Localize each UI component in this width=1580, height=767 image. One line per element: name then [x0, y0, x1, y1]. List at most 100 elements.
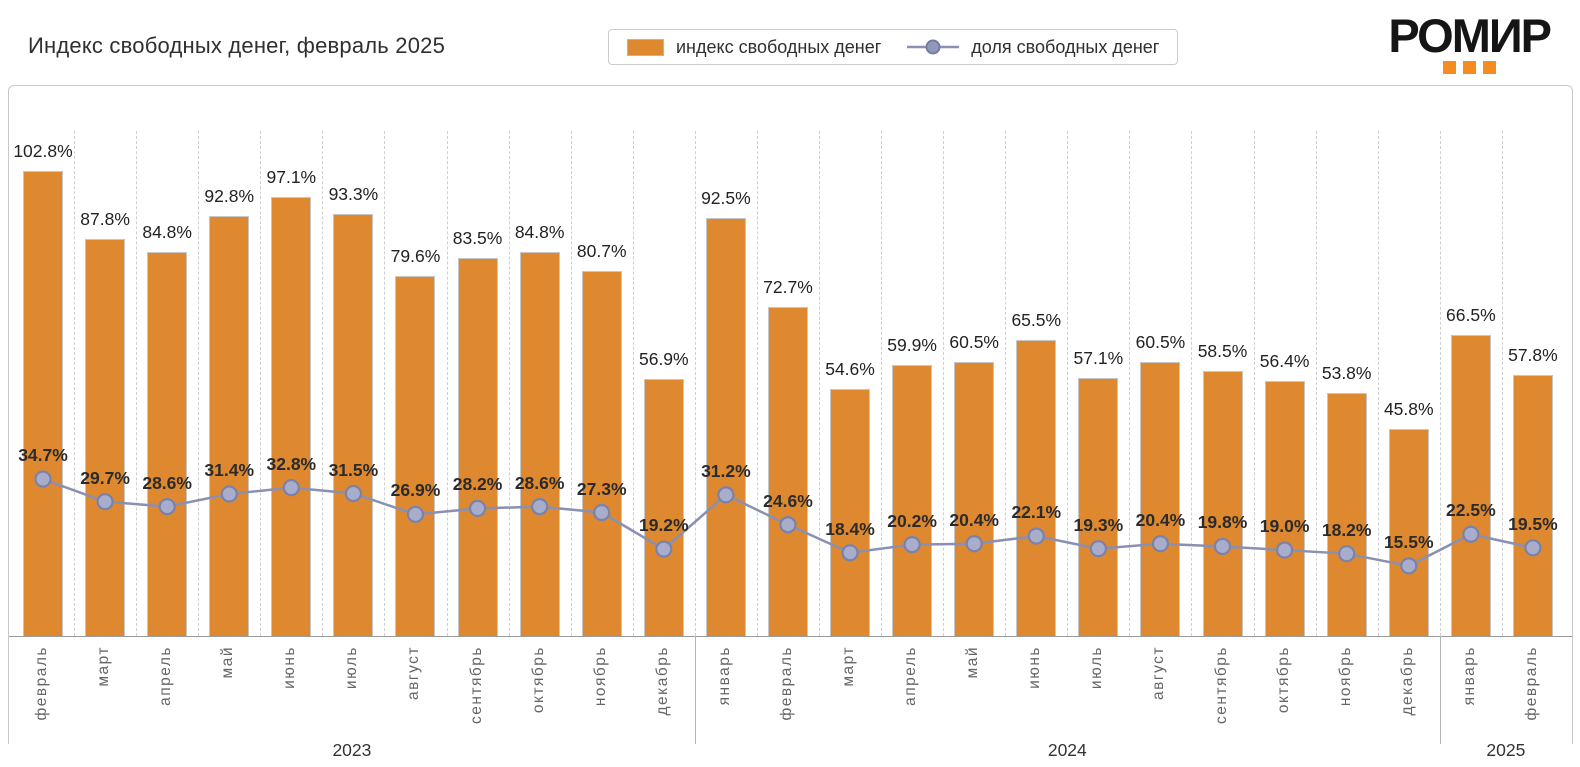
- year-label: 2023: [332, 740, 372, 760]
- bar: [457, 258, 498, 636]
- grid-line: [943, 131, 945, 636]
- bar: [1202, 371, 1243, 636]
- grid-line: [136, 131, 138, 636]
- year-separator: [694, 636, 696, 744]
- month-tick-label: март: [95, 646, 113, 687]
- grid-line: [74, 131, 76, 636]
- month-tick-label: ноябрь: [1336, 646, 1354, 707]
- month-tick-label: ноябрь: [591, 646, 609, 707]
- grid-line: [756, 131, 758, 636]
- bar-value-label: 72.7%: [763, 277, 813, 298]
- line-value-label: 18.2%: [1321, 519, 1372, 540]
- line-value-label: 19.5%: [1508, 513, 1558, 534]
- bar: [209, 216, 250, 636]
- grid-line: [1501, 131, 1503, 636]
- grid-line: [1067, 131, 1069, 636]
- bar: [147, 252, 188, 636]
- line-value-label: 24.6%: [763, 490, 813, 511]
- page-title: Индекс свободных денег, февраль 2025: [28, 33, 446, 58]
- month-tick-label: декабрь: [653, 646, 671, 716]
- legend-item-index: индекс свободных денег: [627, 37, 881, 58]
- line-value-label: 34.7%: [18, 445, 68, 466]
- month-tick-label: апрель: [902, 646, 920, 706]
- grid-line: [1377, 131, 1379, 636]
- bar: [1078, 377, 1119, 636]
- bar-value-label: 56.4%: [1259, 350, 1310, 371]
- bar: [1512, 374, 1553, 636]
- bar: [271, 196, 312, 636]
- grid-line: [260, 131, 262, 636]
- grid-line: [508, 131, 510, 636]
- grid-line: [1005, 131, 1007, 636]
- x-axis-line: [9, 636, 1572, 637]
- grid-line: [384, 131, 386, 636]
- bar-value-label: 66.5%: [1446, 305, 1496, 326]
- line-value-label: 19.8%: [1197, 512, 1248, 533]
- bar: [892, 365, 933, 636]
- bar: [1326, 392, 1367, 636]
- month-tick-label: май: [964, 646, 982, 679]
- romir-logo-text: РОМИР: [1388, 9, 1552, 62]
- bar: [830, 389, 871, 636]
- line-marker-icon: [907, 39, 960, 55]
- bar-value-label: 59.9%: [887, 335, 937, 356]
- grid-line: [881, 131, 883, 636]
- bar-value-label: 60.5%: [949, 332, 999, 353]
- grid-line: [198, 131, 200, 636]
- month-tick-label: февраль: [1522, 646, 1540, 721]
- bar: [333, 214, 374, 636]
- bar-value-label: 57.1%: [1073, 347, 1124, 368]
- bar: [643, 378, 684, 636]
- month-tick-label: февраль: [777, 646, 795, 721]
- bar-value-label: 87.8%: [80, 208, 130, 229]
- line-value-label: 15.5%: [1383, 531, 1434, 552]
- bar-value-label: 83.5%: [452, 228, 503, 249]
- month-tick-label: июнь: [1026, 646, 1044, 689]
- month-tick-label: апрель: [157, 646, 175, 706]
- bar-value-label: 80.7%: [576, 241, 627, 261]
- bar-value-label: 53.8%: [1321, 362, 1372, 383]
- month-tick-label: сентябрь: [467, 646, 485, 724]
- year-label: 2024: [1047, 740, 1087, 760]
- month-tick-label: март: [840, 646, 858, 687]
- line-value-label: 20.4%: [1135, 509, 1186, 530]
- bar: [1140, 362, 1181, 636]
- bar: [85, 238, 126, 636]
- month-tick-label: январь: [1460, 646, 1478, 706]
- line-value-label: 19.3%: [1073, 514, 1124, 535]
- bar-value-label: 92.8%: [204, 186, 255, 207]
- month-tick-label: февраль: [33, 646, 50, 721]
- grid-line: [446, 131, 448, 636]
- bar-value-label: 92.5%: [701, 187, 751, 208]
- bar-value-label: 56.9%: [638, 348, 689, 369]
- bar: [23, 171, 63, 636]
- legend-item-share: доля свободных денег: [907, 37, 1159, 58]
- month-tick-label: май: [219, 646, 237, 679]
- month-tick-label: август: [1150, 646, 1168, 700]
- line-value-label: 31.2%: [701, 460, 751, 481]
- month-tick-label: октябрь: [1274, 646, 1292, 714]
- bar-value-label: 45.8%: [1383, 398, 1434, 419]
- bar: [1264, 380, 1305, 636]
- line-value-label: 27.3%: [576, 478, 627, 499]
- bar-swatch-icon: [627, 38, 664, 56]
- grid-line: [1191, 131, 1193, 636]
- bar-value-label: 57.8%: [1508, 344, 1558, 365]
- grid-line: [1315, 131, 1317, 636]
- grid-line: [819, 131, 820, 636]
- bar-value-label: 54.6%: [825, 359, 875, 380]
- line-value-label: 19.0%: [1259, 516, 1310, 537]
- grid-line: [570, 131, 572, 636]
- bar-value-label: 102.8%: [13, 141, 73, 162]
- line-value-label: 26.9%: [390, 480, 441, 501]
- month-tick-label: сентябрь: [1212, 646, 1230, 724]
- bar: [519, 252, 560, 636]
- bar: [395, 275, 436, 636]
- chart-panel: 102.8% 87.8% 84.8% 92.8% 97.1% 93.3% 79.6% 83.5…: [8, 85, 1573, 760]
- bar: [954, 362, 995, 636]
- bar-value-label: 84.8%: [514, 222, 565, 243]
- line-value-label: 32.8%: [266, 453, 317, 474]
- legend-bar-label: индекс свободных денег: [676, 36, 882, 57]
- bar-value-label: 97.1%: [266, 166, 317, 187]
